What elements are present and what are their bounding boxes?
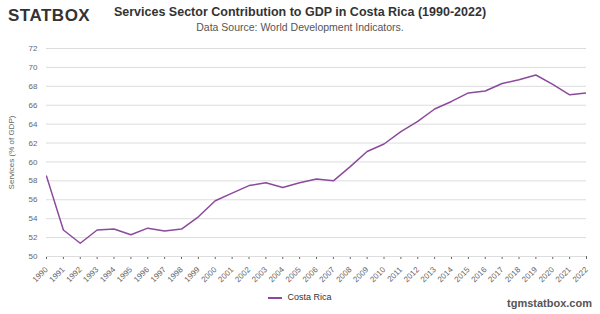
svg-text:2017: 2017 <box>486 265 505 284</box>
svg-text:2011: 2011 <box>386 265 405 284</box>
svg-text:Services (% of GDP): Services (% of GDP) <box>7 115 16 189</box>
svg-text:2012: 2012 <box>402 265 421 284</box>
svg-text:2002: 2002 <box>233 265 252 284</box>
html-text:Services Sector Contribution t: Services Sector Contribution to GDP in C… <box>113 5 486 19</box>
svg-text:2008: 2008 <box>335 265 354 284</box>
svg-text:68: 68 <box>29 82 38 91</box>
svg-text:72: 72 <box>29 44 38 53</box>
svg-text:50: 50 <box>29 252 38 261</box>
svg-text:1990: 1990 <box>31 265 50 284</box>
html-text:Data Source: World Development: Data Source: World Development Indicator… <box>196 21 404 33</box>
svg-text:58: 58 <box>29 176 38 185</box>
svg-text:66: 66 <box>29 101 38 110</box>
svg-text:70: 70 <box>29 63 38 72</box>
svg-text:62: 62 <box>29 139 38 148</box>
svg-text:2021: 2021 <box>554 265 573 284</box>
svg-text:52: 52 <box>29 233 38 242</box>
svg-text:2009: 2009 <box>351 265 370 284</box>
svg-text:60: 60 <box>29 158 38 167</box>
svg-text:54: 54 <box>29 214 38 223</box>
svg-text:2003: 2003 <box>250 265 269 284</box>
svg-text:2019: 2019 <box>520 265 539 284</box>
svg-text:2006: 2006 <box>301 265 320 284</box>
svg-text:1993: 1993 <box>81 265 100 284</box>
html-text:tgmstatbox.com: tgmstatbox.com <box>507 297 592 309</box>
svg-text:2014: 2014 <box>436 265 455 284</box>
svg-text:2000: 2000 <box>200 265 219 284</box>
svg-text:1991: 1991 <box>48 265 67 284</box>
svg-text:56: 56 <box>29 195 38 204</box>
svg-text:2020: 2020 <box>537 265 556 284</box>
svg-text:1995: 1995 <box>115 265 134 284</box>
svg-text:2001: 2001 <box>216 265 235 284</box>
svg-text:2005: 2005 <box>284 265 303 284</box>
svg-text:2016: 2016 <box>470 265 489 284</box>
svg-text:1994: 1994 <box>98 265 117 284</box>
svg-text:1996: 1996 <box>132 265 151 284</box>
svg-text:1999: 1999 <box>183 265 202 284</box>
svg-text:2010: 2010 <box>368 265 387 284</box>
svg-text:2022: 2022 <box>571 265 590 284</box>
svg-text:64: 64 <box>29 120 38 129</box>
html-text:Costa Rica: Costa Rica <box>287 292 332 302</box>
svg-text:2018: 2018 <box>503 265 522 284</box>
svg-text:2013: 2013 <box>419 265 438 284</box>
svg-text:2007: 2007 <box>318 265 337 284</box>
svg-text:2004: 2004 <box>267 265 286 284</box>
svg-text:1998: 1998 <box>166 265 185 284</box>
svg-text:1997: 1997 <box>149 265 168 284</box>
html-text:STATBOX: STATBOX <box>8 6 91 25</box>
svg-text:2015: 2015 <box>453 265 472 284</box>
svg-text:1992: 1992 <box>65 265 84 284</box>
